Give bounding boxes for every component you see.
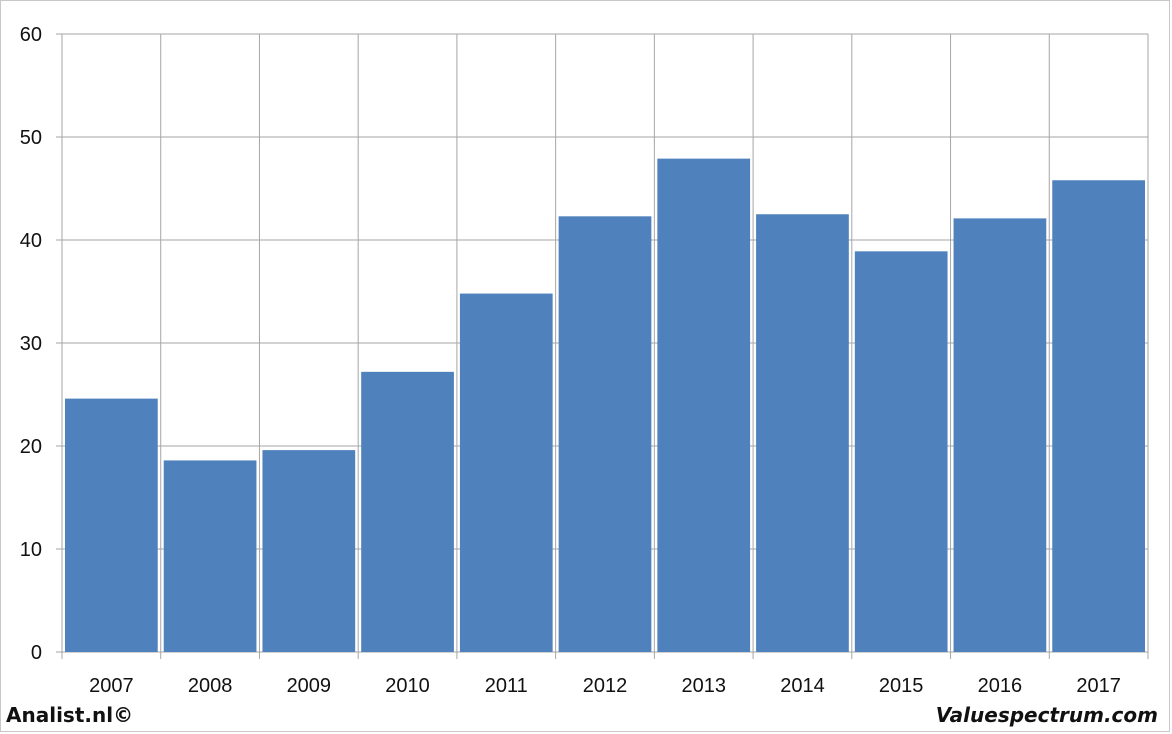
- axes: [56, 33, 1149, 659]
- footer-brand-right: Valuespectrum.com: [935, 703, 1158, 727]
- bar-2009: [262, 450, 356, 652]
- bar-2016: [953, 218, 1047, 652]
- y-tick-label: 40: [20, 230, 42, 252]
- bars: [65, 158, 1145, 652]
- y-tick-label: 60: [20, 24, 42, 46]
- bar-2008: [163, 460, 257, 652]
- bar-2007: [65, 398, 158, 652]
- x-tick-label: 2013: [681, 675, 726, 697]
- x-tick-label: 2012: [583, 675, 628, 697]
- footer-brand-left: Analist.nl©: [6, 703, 134, 727]
- x-tick-label: 2008: [188, 675, 233, 697]
- bar-2014: [756, 214, 849, 652]
- y-tick-label: 0: [31, 642, 42, 664]
- y-tick-label: 10: [20, 539, 42, 561]
- x-tick-label: 2014: [780, 675, 825, 697]
- y-tick-label: 30: [20, 333, 42, 355]
- bar-2011: [459, 293, 553, 652]
- bar-2017: [1052, 180, 1145, 652]
- y-tick-label: 50: [20, 127, 42, 149]
- x-tick-label: 2017: [1076, 675, 1121, 697]
- bar-2015: [854, 251, 948, 652]
- bar-2013: [657, 158, 751, 652]
- bar-2010: [361, 371, 454, 652]
- x-tick-labels: 2007 2008 2009 2010 2011 2012 2013 2014 2015 2016…: [89, 675, 1121, 697]
- x-tick-label: 2016: [978, 675, 1023, 697]
- x-tick-label: 2009: [287, 675, 332, 697]
- x-tick-label: 2011: [485, 675, 528, 697]
- y-tick-labels: 0 10 20 30 40 50 60: [20, 24, 42, 664]
- bar-2012: [558, 216, 652, 652]
- x-tick-label: 2015: [879, 675, 924, 697]
- x-tick-label: 2007: [89, 675, 134, 697]
- y-tick-label: 20: [20, 436, 42, 458]
- x-tick-label: 2010: [385, 675, 430, 697]
